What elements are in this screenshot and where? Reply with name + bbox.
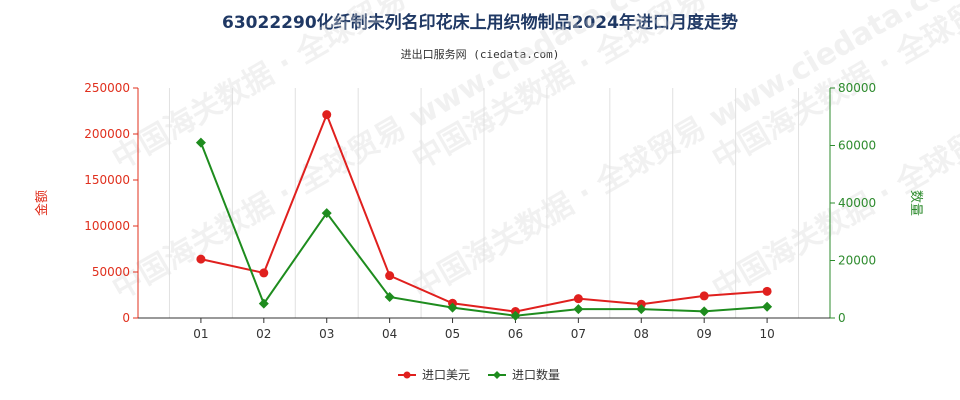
data-point-amount (573, 294, 583, 304)
y-right-tick-label: 80000 (838, 81, 876, 95)
data-point-quantity (195, 137, 206, 148)
y-left-tick-label: 0 (122, 311, 130, 325)
x-tick-label: 02 (256, 327, 271, 341)
data-point-quantity (699, 306, 710, 317)
series-layer (195, 110, 773, 321)
series-line-quantity (199, 142, 768, 317)
y-right-tick-label: 60000 (838, 139, 876, 153)
y-axis-right-label: 数量 (908, 190, 923, 216)
x-tick-label: 01 (193, 327, 208, 341)
y-axis-left-label: 金额 (34, 190, 50, 216)
data-point-quantity (510, 310, 521, 321)
legend-item-amount[interactable]: 进口美元 (398, 368, 470, 382)
data-point-amount (322, 110, 332, 120)
data-point-quantity (762, 301, 773, 312)
x-tick-label: 04 (382, 327, 397, 341)
legend-label: 进口数量 (512, 367, 560, 382)
chart-subtitle: 进出口服务网 (ciedata.com) (400, 48, 560, 61)
y-left-tick-label: 200000 (84, 127, 130, 141)
legend-item-quantity[interactable]: 进口数量 (488, 367, 560, 382)
series-line-amount (200, 111, 768, 313)
x-tick-label: 08 (634, 327, 649, 341)
data-point-amount (196, 254, 206, 264)
chart-title: 63022290化纤制未列名印花床上用织物制品2024年进口月度走势 (222, 13, 738, 33)
data-point-amount (762, 286, 772, 296)
x-tick-label: 03 (319, 327, 334, 341)
x-tick-label: 07 (571, 327, 586, 341)
x-tick-label: 06 (508, 327, 523, 341)
data-point-quantity (636, 304, 647, 315)
y-left-tick-label: 50000 (92, 265, 130, 279)
data-point-quantity (447, 302, 458, 313)
data-point-quantity (258, 298, 269, 309)
data-point-amount (699, 291, 709, 301)
x-tick-label: 10 (759, 327, 774, 341)
legend-marker-diamond (493, 371, 501, 379)
data-point-amount (259, 268, 269, 278)
data-point-quantity (384, 292, 395, 303)
x-tick-label: 05 (445, 327, 460, 341)
data-point-quantity (321, 208, 332, 219)
y-right-tick-label: 0 (838, 311, 846, 325)
y-right-tick-label: 20000 (838, 254, 876, 268)
legend-label: 进口美元 (422, 368, 470, 382)
legend-marker-circle (403, 371, 411, 379)
y-left-tick-label: 250000 (84, 81, 130, 95)
y-left-tick-label: 100000 (84, 219, 130, 233)
y-right-tick-label: 40000 (838, 196, 876, 210)
data-point-quantity (573, 304, 584, 315)
gridlines (168, 88, 800, 318)
data-point-amount (385, 271, 395, 281)
y-left-tick-label: 150000 (84, 173, 130, 187)
watermark-text: 中国海关数据 · 全球贸易 www.ciedata.com (407, 0, 960, 307)
axes: 0 50000 100000 150000 200000 250000 0 20000 4000… (84, 81, 876, 341)
legend: 进口美元 进口数量 (398, 367, 560, 382)
x-tick-label: 09 (697, 327, 712, 341)
